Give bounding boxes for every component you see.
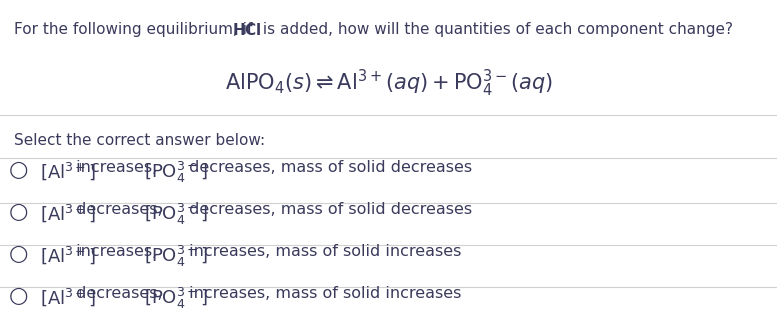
Text: increases, mass of solid increases: increases, mass of solid increases [183, 244, 461, 259]
Text: $[\mathrm{Al^{3+}}]$: $[\mathrm{Al^{3+}}]$ [40, 202, 96, 224]
Text: increases,: increases, [71, 160, 162, 175]
Text: ○: ○ [9, 244, 28, 264]
Text: ○: ○ [9, 286, 28, 306]
Text: $[\mathrm{Al^{3+}}]$: $[\mathrm{Al^{3+}}]$ [40, 160, 96, 182]
Text: decreases, mass of solid decreases: decreases, mass of solid decreases [183, 160, 472, 175]
Text: increases, mass of solid increases: increases, mass of solid increases [183, 286, 461, 301]
Text: $\bf{HCl}$: $\bf{HCl}$ [232, 22, 262, 38]
Text: For the following equilibrium, if: For the following equilibrium, if [14, 22, 257, 37]
Text: decreases,: decreases, [71, 286, 168, 301]
Text: $[\mathrm{Al^{3+}}]$: $[\mathrm{Al^{3+}}]$ [40, 286, 96, 308]
Text: $\mathrm{AlPO_4}(s) \rightleftharpoons \mathrm{Al^{3+}}(aq) + \mathrm{PO_4^{3-}}: $\mathrm{AlPO_4}(s) \rightleftharpoons \… [225, 68, 552, 99]
Text: $[\mathrm{PO_4^{3-}}]$: $[\mathrm{PO_4^{3-}}]$ [144, 286, 207, 311]
Text: ○: ○ [9, 202, 28, 222]
Text: $[\mathrm{PO_4^{3-}}]$: $[\mathrm{PO_4^{3-}}]$ [144, 244, 207, 269]
Text: decreases,: decreases, [71, 202, 168, 217]
Text: $[\mathrm{Al^{3+}}]$: $[\mathrm{Al^{3+}}]$ [40, 244, 96, 266]
Text: $[\mathrm{PO_4^{3-}}]$: $[\mathrm{PO_4^{3-}}]$ [144, 160, 207, 185]
Text: increases,: increases, [71, 244, 162, 259]
Text: is added, how will the quantities of each component change?: is added, how will the quantities of eac… [258, 22, 733, 37]
Text: decreases, mass of solid decreases: decreases, mass of solid decreases [183, 202, 472, 217]
Text: ○: ○ [9, 160, 28, 180]
Text: Select the correct answer below:: Select the correct answer below: [14, 133, 265, 148]
Text: $[\mathrm{PO_4^{3-}}]$: $[\mathrm{PO_4^{3-}}]$ [144, 202, 207, 227]
